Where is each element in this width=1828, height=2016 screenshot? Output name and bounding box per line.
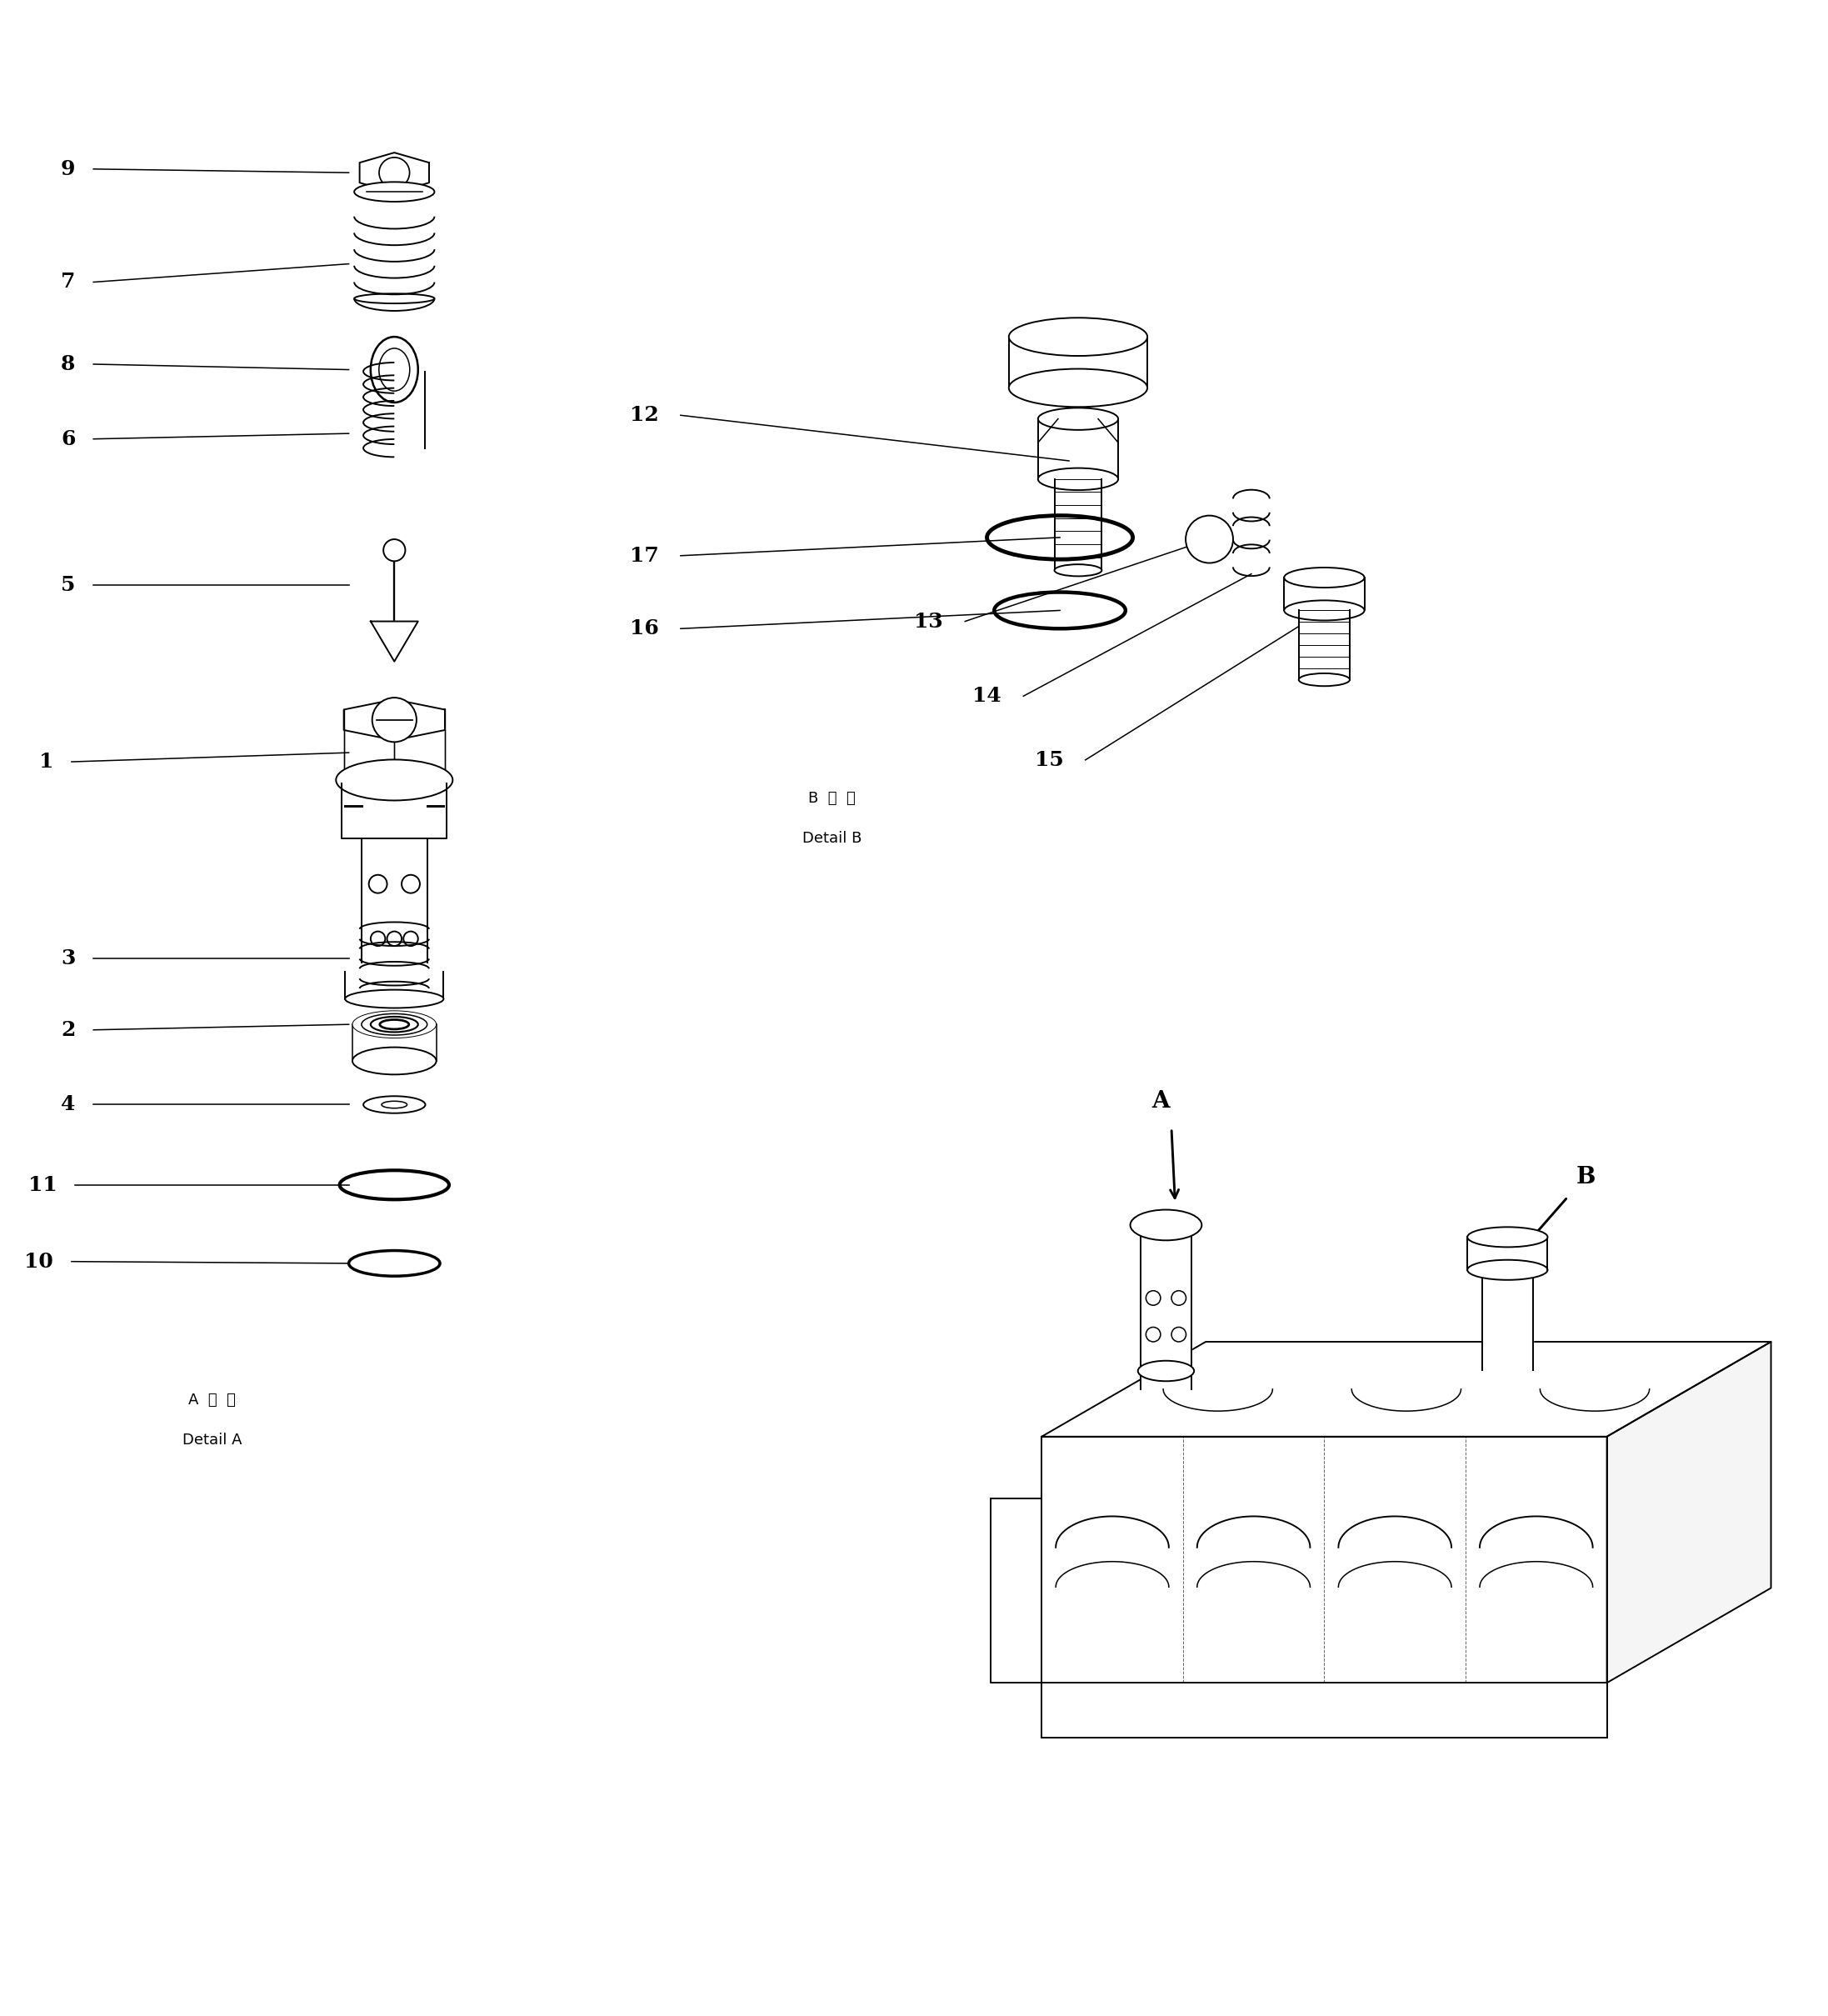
Polygon shape	[1042, 1437, 1607, 1683]
Text: 14: 14	[972, 685, 1002, 706]
Text: 7: 7	[60, 272, 75, 292]
Circle shape	[1172, 1290, 1186, 1304]
Ellipse shape	[1468, 1228, 1548, 1248]
Polygon shape	[1141, 1226, 1192, 1389]
Ellipse shape	[1009, 319, 1148, 357]
Polygon shape	[362, 839, 428, 962]
Ellipse shape	[1468, 1260, 1548, 1280]
Circle shape	[1172, 1327, 1186, 1343]
Text: 10: 10	[24, 1252, 53, 1272]
Text: 3: 3	[60, 950, 75, 970]
Ellipse shape	[345, 990, 444, 1008]
Ellipse shape	[1283, 601, 1364, 621]
Polygon shape	[371, 621, 419, 661]
Polygon shape	[1038, 419, 1119, 480]
Text: Detail A: Detail A	[183, 1433, 241, 1447]
Ellipse shape	[355, 181, 435, 202]
Ellipse shape	[1009, 369, 1148, 407]
Polygon shape	[342, 784, 446, 839]
Circle shape	[402, 875, 420, 893]
Text: 4: 4	[60, 1095, 75, 1115]
Text: 17: 17	[631, 546, 658, 566]
Circle shape	[1146, 1327, 1161, 1343]
Circle shape	[384, 538, 406, 560]
Circle shape	[369, 875, 388, 893]
Circle shape	[388, 931, 402, 946]
Circle shape	[1186, 516, 1234, 562]
Polygon shape	[1468, 1238, 1548, 1270]
Text: 8: 8	[60, 355, 75, 375]
Ellipse shape	[1298, 673, 1349, 685]
Ellipse shape	[1038, 407, 1119, 429]
Ellipse shape	[362, 1014, 428, 1034]
Text: 16: 16	[631, 619, 658, 639]
Polygon shape	[360, 153, 430, 194]
Circle shape	[371, 931, 386, 946]
Text: 1: 1	[38, 752, 53, 772]
Text: A: A	[1152, 1091, 1170, 1113]
Ellipse shape	[1038, 468, 1119, 490]
Ellipse shape	[1137, 1361, 1194, 1381]
Text: 15: 15	[1035, 750, 1064, 770]
Polygon shape	[991, 1498, 1042, 1683]
Circle shape	[404, 931, 419, 946]
Text: 13: 13	[914, 611, 943, 631]
Polygon shape	[1055, 480, 1102, 571]
Ellipse shape	[336, 760, 453, 800]
Text: B  詳  細: B 詳 細	[808, 790, 856, 806]
Circle shape	[1146, 1290, 1161, 1304]
Circle shape	[373, 698, 417, 742]
Circle shape	[378, 157, 409, 187]
Polygon shape	[1009, 337, 1148, 387]
Polygon shape	[1042, 1343, 1771, 1437]
Ellipse shape	[364, 1097, 426, 1113]
Text: 6: 6	[60, 429, 75, 450]
Polygon shape	[345, 972, 444, 998]
Text: 11: 11	[27, 1175, 57, 1195]
Ellipse shape	[353, 1046, 437, 1075]
Ellipse shape	[1130, 1210, 1201, 1240]
Text: 9: 9	[60, 159, 75, 179]
Ellipse shape	[1055, 564, 1102, 577]
Ellipse shape	[353, 1010, 437, 1038]
Text: 2: 2	[60, 1020, 75, 1040]
Polygon shape	[1042, 1683, 1607, 1738]
Text: 12: 12	[631, 405, 658, 425]
Ellipse shape	[380, 1020, 409, 1028]
Polygon shape	[1607, 1343, 1771, 1683]
Polygon shape	[1283, 577, 1364, 611]
Polygon shape	[344, 700, 444, 740]
Text: 5: 5	[60, 575, 75, 595]
Ellipse shape	[1283, 569, 1364, 587]
Polygon shape	[1298, 611, 1349, 679]
Text: A  詳  細: A 詳 細	[188, 1393, 236, 1407]
Polygon shape	[1483, 1270, 1534, 1371]
Text: Detail B: Detail B	[802, 831, 861, 847]
Ellipse shape	[371, 1016, 419, 1032]
Text: B: B	[1576, 1165, 1596, 1187]
